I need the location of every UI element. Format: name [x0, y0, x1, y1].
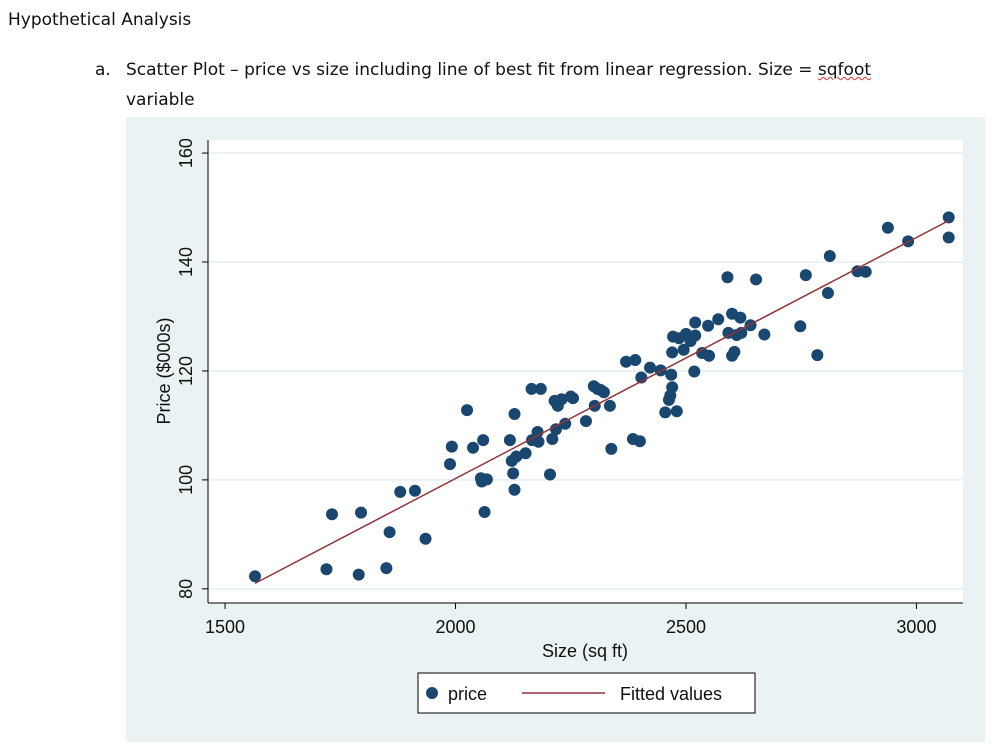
data-point: [942, 211, 955, 224]
data-point: [689, 316, 702, 329]
data-point: [467, 441, 480, 454]
data-point: [325, 508, 338, 521]
data-point: [508, 483, 521, 496]
data-point: [544, 468, 557, 481]
data-point: [881, 221, 894, 234]
data-point: [531, 425, 544, 438]
data-point: [629, 354, 642, 367]
data-point: [478, 506, 491, 519]
data-point: [477, 434, 490, 447]
data-point: [702, 319, 715, 332]
x-tick-label: 3000: [896, 617, 936, 637]
y-tick-label: 140: [176, 247, 196, 277]
data-point: [579, 415, 592, 428]
data-point: [532, 435, 545, 448]
data-point: [510, 450, 523, 463]
legend-label-fitted: Fitted values: [620, 684, 722, 704]
data-point: [712, 313, 725, 326]
data-point: [750, 273, 763, 286]
x-tick-label: 2000: [435, 617, 475, 637]
data-point: [525, 382, 538, 395]
data-point: [677, 343, 690, 356]
data-point: [689, 329, 702, 342]
legend: price Fitted values: [417, 672, 756, 714]
data-point: [380, 562, 393, 575]
spellcheck-flagged-word[interactable]: sqfoot: [817, 60, 872, 80]
legend-label-price: price: [448, 684, 487, 704]
data-point: [508, 407, 521, 420]
data-point: [408, 484, 421, 497]
data-point: [670, 405, 683, 418]
data-point: [550, 423, 563, 436]
data-point: [546, 433, 559, 446]
data-point: [821, 287, 834, 300]
data-point: [559, 417, 572, 430]
data-point: [383, 526, 396, 539]
data-point: [666, 346, 679, 359]
data-point: [665, 368, 678, 381]
data-point: [419, 532, 432, 545]
document-heading: Hypothetical Analysis: [8, 10, 192, 30]
data-point: [703, 349, 716, 362]
data-point: [659, 406, 672, 419]
data-point: [249, 570, 262, 583]
data-point: [352, 568, 365, 581]
data-point: [794, 320, 807, 333]
data-point: [666, 381, 679, 394]
data-point: [555, 393, 568, 406]
x-tick-label: 2500: [666, 617, 706, 637]
data-point: [758, 328, 771, 341]
y-tick-label: 100: [176, 465, 196, 495]
data-point: [734, 311, 747, 324]
caption-text: Scatter Plot – price vs size including l…: [126, 60, 818, 80]
caption-line-2: variable: [126, 90, 195, 110]
data-point: [603, 399, 616, 412]
data-point: [597, 386, 610, 399]
data-point: [394, 485, 407, 498]
data-point: [355, 506, 368, 519]
data-point: [480, 473, 493, 486]
data-point: [633, 435, 646, 448]
list-item-label: a.: [95, 60, 111, 80]
fitted-line: [254, 219, 950, 585]
y-axis-label: Price ($000s): [154, 317, 174, 424]
data-point: [443, 458, 456, 471]
x-axis-label: Size (sq ft): [542, 641, 628, 661]
y-tick-label: 120: [176, 356, 196, 386]
data-point: [620, 355, 633, 368]
data-point: [507, 467, 520, 480]
data-point: [320, 563, 333, 576]
data-point: [688, 365, 701, 378]
data-point: [519, 447, 532, 460]
x-tick-label: 1500: [205, 617, 245, 637]
data-point: [644, 361, 657, 374]
data-point: [744, 319, 757, 332]
data-point: [942, 231, 955, 244]
data-point: [503, 434, 516, 447]
data-point: [823, 250, 836, 263]
data-point: [534, 382, 547, 395]
y-tick-label: 80: [176, 579, 196, 599]
data-point: [445, 440, 458, 453]
data-point: [654, 364, 667, 377]
data-point: [461, 404, 474, 417]
data-point: [859, 265, 872, 278]
data-point: [728, 345, 741, 358]
y-tick-label: 160: [176, 138, 196, 168]
data-point: [567, 392, 580, 405]
data-point: [721, 271, 734, 284]
data-point: [811, 349, 824, 362]
data-point: [605, 442, 618, 455]
caption-line-1: Scatter Plot – price vs size including l…: [126, 60, 871, 80]
data-point: [799, 269, 812, 282]
legend-marker-price: [426, 687, 438, 699]
